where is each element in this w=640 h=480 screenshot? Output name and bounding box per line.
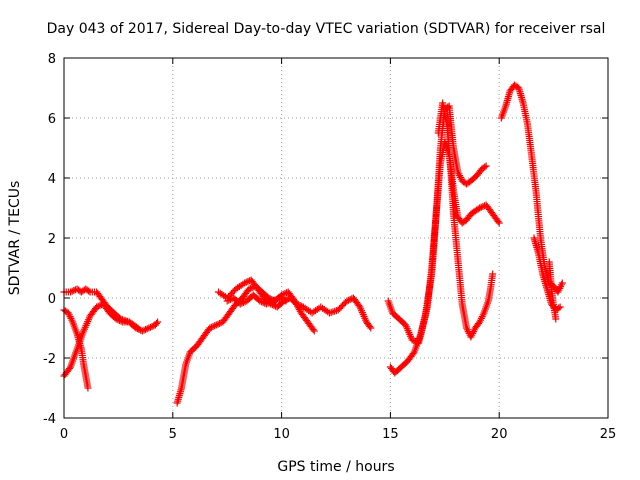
data-point bbox=[207, 323, 215, 331]
data-point bbox=[476, 204, 484, 212]
data-point bbox=[112, 315, 120, 323]
data-point bbox=[238, 299, 246, 307]
data-point bbox=[133, 323, 141, 331]
data-point bbox=[242, 278, 250, 286]
data-point bbox=[146, 323, 154, 331]
data-point bbox=[267, 298, 275, 306]
data-point bbox=[214, 320, 222, 328]
data-point bbox=[282, 297, 290, 305]
x-tick-label: 5 bbox=[169, 427, 177, 442]
data-point bbox=[257, 298, 265, 306]
data-point bbox=[271, 296, 279, 304]
series-arc-l bbox=[545, 258, 560, 323]
data-point bbox=[310, 327, 318, 335]
y-tick-label: 2 bbox=[48, 232, 56, 247]
data-point bbox=[247, 284, 255, 292]
data-point bbox=[145, 324, 153, 332]
y-tick-label: 4 bbox=[48, 172, 56, 187]
series-arc-f bbox=[223, 291, 290, 308]
data-point bbox=[240, 299, 248, 306]
data-point bbox=[143, 325, 151, 333]
data-point bbox=[138, 327, 146, 335]
data-point bbox=[67, 288, 75, 296]
data-point bbox=[223, 297, 231, 305]
data-point bbox=[482, 162, 490, 170]
y-axis-label: SDTVAR / TECUs bbox=[7, 181, 23, 296]
data-point bbox=[262, 300, 270, 308]
data-point bbox=[256, 297, 264, 305]
data-point bbox=[296, 302, 304, 309]
data-point bbox=[556, 303, 564, 311]
data-point bbox=[68, 287, 76, 295]
data-marks bbox=[60, 81, 566, 407]
data-point bbox=[216, 320, 224, 327]
data-point bbox=[154, 318, 162, 326]
data-point bbox=[269, 297, 277, 305]
data-point bbox=[264, 299, 272, 307]
data-point bbox=[495, 219, 503, 227]
data-point bbox=[272, 296, 280, 303]
axis-ticks: 0 5 10 15 20 25 -4 -2 0 2 4 6 8 bbox=[43, 52, 616, 442]
data-point bbox=[140, 326, 148, 334]
data-point bbox=[115, 317, 123, 324]
y-tick-label: 0 bbox=[48, 292, 56, 307]
y-tick-label: 6 bbox=[48, 112, 56, 127]
x-tick-label: 15 bbox=[382, 427, 399, 442]
data-point bbox=[552, 315, 560, 323]
series-arc-j bbox=[497, 81, 566, 296]
series-arc-h bbox=[386, 138, 503, 377]
data-point bbox=[211, 322, 219, 330]
data-point bbox=[209, 323, 217, 330]
data-point bbox=[94, 302, 102, 310]
x-tick-label: 20 bbox=[491, 427, 508, 442]
data-point bbox=[343, 297, 351, 305]
y-tick-label: 8 bbox=[48, 52, 56, 67]
data-point bbox=[134, 324, 142, 332]
chart-title: Day 043 of 2017, Sidereal Day-to-day VTE… bbox=[47, 21, 606, 37]
data-point bbox=[477, 203, 485, 211]
data-point bbox=[277, 295, 285, 303]
x-axis-label: GPS time / hours bbox=[277, 459, 394, 475]
data-point bbox=[279, 296, 287, 303]
x-tick-label: 0 bbox=[60, 427, 68, 442]
y-tick-label: -4 bbox=[43, 412, 56, 427]
x-tick-label: 10 bbox=[273, 427, 290, 442]
data-point bbox=[558, 279, 566, 287]
data-point bbox=[114, 316, 122, 324]
data-point bbox=[367, 324, 375, 332]
data-point bbox=[294, 301, 302, 309]
data-point bbox=[408, 336, 416, 344]
data-point bbox=[225, 296, 233, 304]
data-point bbox=[481, 163, 489, 171]
data-point bbox=[93, 303, 101, 311]
plot-frame bbox=[63, 57, 609, 419]
data-point bbox=[275, 294, 283, 302]
data-point bbox=[117, 317, 125, 325]
data-point bbox=[84, 384, 92, 392]
y-tick-label: -2 bbox=[43, 352, 56, 367]
data-point bbox=[293, 300, 301, 308]
data-point bbox=[280, 296, 288, 304]
data-point bbox=[489, 270, 497, 278]
data-point bbox=[366, 323, 374, 330]
data-point bbox=[266, 299, 274, 306]
data-point bbox=[309, 326, 317, 333]
data-point bbox=[241, 279, 249, 287]
data-point bbox=[206, 324, 214, 332]
data-point bbox=[345, 296, 353, 304]
data-point bbox=[142, 326, 150, 333]
x-tick-label: 25 bbox=[600, 427, 617, 442]
data-point bbox=[148, 323, 156, 330]
data-point bbox=[152, 320, 160, 327]
data-point bbox=[245, 285, 253, 293]
series-arc-c bbox=[60, 300, 142, 380]
data-point bbox=[259, 299, 267, 306]
data-point bbox=[494, 218, 502, 225]
data-point bbox=[212, 321, 220, 329]
series-arc-i bbox=[434, 99, 497, 341]
data-point bbox=[236, 300, 244, 308]
data-point bbox=[85, 287, 93, 295]
